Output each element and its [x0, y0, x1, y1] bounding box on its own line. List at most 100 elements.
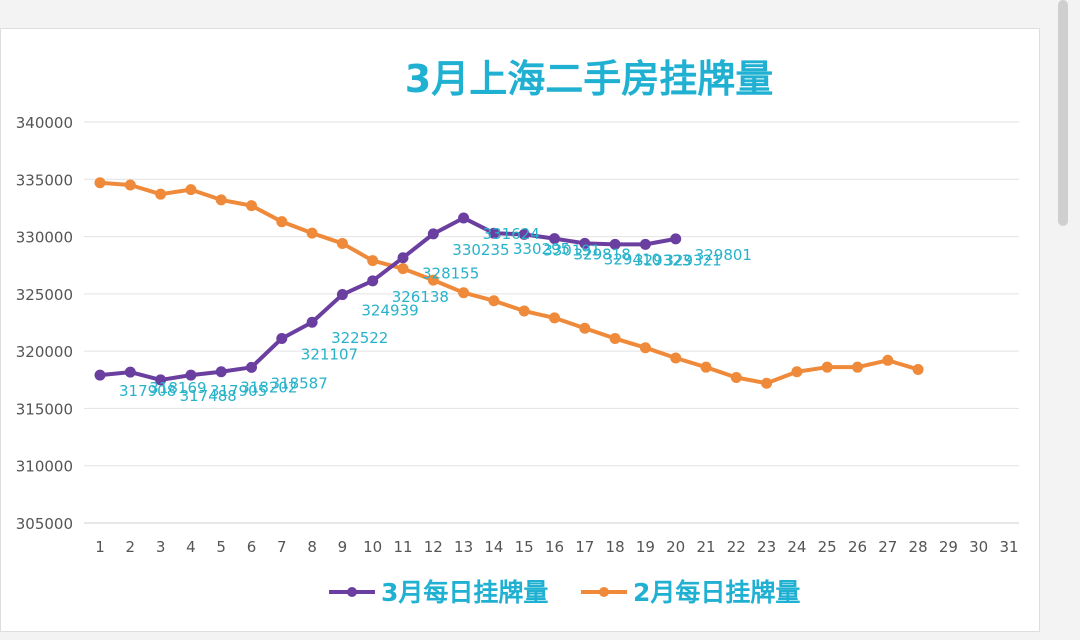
x-tick-label: 11 — [393, 538, 412, 556]
legend-label: 2月每日挂牌量 — [633, 578, 800, 607]
x-tick-label: 30 — [969, 538, 988, 556]
y-tick-label: 305000 — [16, 515, 73, 533]
data-label: 326138 — [392, 288, 449, 306]
data-point — [427, 228, 439, 240]
data-point — [185, 184, 197, 196]
legend: 3月每日挂牌量 2月每日挂牌量 — [329, 578, 800, 607]
chart-title: 3月上海二手房挂牌量 — [405, 57, 773, 101]
x-tick-label: 20 — [666, 538, 685, 556]
data-point — [124, 179, 136, 191]
x-tick-label: 23 — [757, 538, 776, 556]
x-tick-label: 29 — [939, 538, 958, 556]
data-label: 329321 — [664, 251, 721, 269]
data-label: 329323 — [634, 251, 691, 269]
line-chart: 3月上海二手房挂牌量 305000 310000 315000 320000 32500… — [16, 57, 1019, 607]
x-tick-label: 22 — [727, 538, 746, 556]
data-point — [336, 289, 348, 301]
x-tick-label: 1 — [95, 538, 105, 556]
data-label: 317488 — [180, 387, 237, 405]
data-point — [94, 177, 106, 189]
y-tick-label: 330000 — [16, 229, 73, 247]
data-point — [276, 332, 288, 344]
y-axis-ticks: 305000 310000 315000 320000 325000 330000 3350… — [16, 114, 73, 533]
data-point — [791, 366, 803, 378]
data-point — [215, 194, 227, 206]
x-tick-label: 10 — [363, 538, 382, 556]
series-lines — [94, 177, 924, 389]
data-point — [155, 188, 167, 200]
data-point — [367, 275, 379, 287]
data-point — [336, 237, 348, 249]
data-point — [488, 227, 500, 239]
data-label: 330191 — [543, 241, 600, 259]
y-tick-label: 315000 — [16, 400, 73, 418]
y-tick-label: 325000 — [16, 286, 73, 304]
data-point — [397, 252, 409, 264]
x-tick-label: 21 — [696, 538, 715, 556]
data-label: 329410 — [604, 250, 661, 268]
data-point — [427, 274, 439, 286]
data-label: 329801 — [695, 246, 752, 264]
data-label: 328155 — [422, 265, 479, 283]
x-axis-ticks: 1 2 3 4 5 6 7 8 9 10 11 12 13 14 15 16 17 18 19 20 21 22 23 24 2… — [95, 538, 1018, 556]
data-label: 329818 — [574, 246, 631, 264]
x-tick-label: 7 — [277, 538, 287, 556]
series-line — [98, 180, 921, 386]
data-point — [488, 295, 500, 307]
data-point — [246, 361, 257, 373]
x-tick-label: 9 — [338, 538, 348, 556]
x-tick-label: 12 — [424, 538, 443, 556]
data-point — [639, 238, 651, 250]
data-label: 318202 — [240, 379, 297, 397]
data-point — [639, 342, 651, 354]
x-tick-label: 2 — [126, 538, 136, 556]
y-tick-label: 320000 — [16, 343, 73, 361]
data-point — [306, 227, 318, 239]
data-point — [276, 216, 288, 228]
x-tick-label: 8 — [307, 538, 317, 556]
x-tick-label: 6 — [247, 538, 257, 556]
x-tick-label: 18 — [606, 538, 625, 556]
y-tick-label: 310000 — [16, 458, 73, 476]
data-point — [155, 374, 167, 386]
data-label: 330295 — [513, 240, 570, 258]
x-tick-label: 14 — [484, 538, 503, 556]
x-tick-label: 15 — [515, 538, 534, 556]
data-point — [124, 366, 136, 378]
chart-card: 3月上海二手房挂牌量 305000 310000 315000 320000 32500… — [0, 28, 1040, 632]
data-label: 331624 — [483, 225, 540, 243]
data-point — [458, 287, 470, 299]
data-label: 318169 — [149, 379, 206, 397]
data-label: 322522 — [331, 329, 388, 347]
legend-swatch-marker — [599, 587, 609, 597]
data-point — [306, 316, 318, 328]
x-tick-label: 28 — [909, 538, 928, 556]
data-point — [397, 263, 409, 275]
y-tick-label: 340000 — [16, 114, 73, 132]
x-tick-label: 24 — [787, 538, 806, 556]
data-point — [609, 238, 621, 250]
data-point — [670, 352, 682, 364]
data-label: 317908 — [119, 382, 176, 400]
data-label: 330235 — [452, 241, 509, 259]
data-label: 324939 — [361, 302, 418, 320]
data-label: 321107 — [301, 345, 358, 363]
data-point — [821, 361, 833, 373]
scrollbar[interactable] — [1058, 0, 1068, 226]
x-tick-label: 19 — [636, 538, 655, 556]
data-point — [458, 212, 470, 224]
x-tick-label: 31 — [999, 538, 1018, 556]
data-point — [912, 363, 924, 375]
data-label: 317905 — [210, 382, 267, 400]
data-point — [730, 371, 742, 383]
data-point — [700, 361, 712, 373]
data-point — [518, 228, 530, 240]
data-point — [367, 255, 379, 267]
y-tick-label: 335000 — [16, 171, 73, 189]
data-label: 318587 — [271, 374, 328, 392]
data-point — [579, 322, 591, 334]
x-tick-label: 4 — [186, 538, 196, 556]
x-tick-label: 5 — [216, 538, 226, 556]
